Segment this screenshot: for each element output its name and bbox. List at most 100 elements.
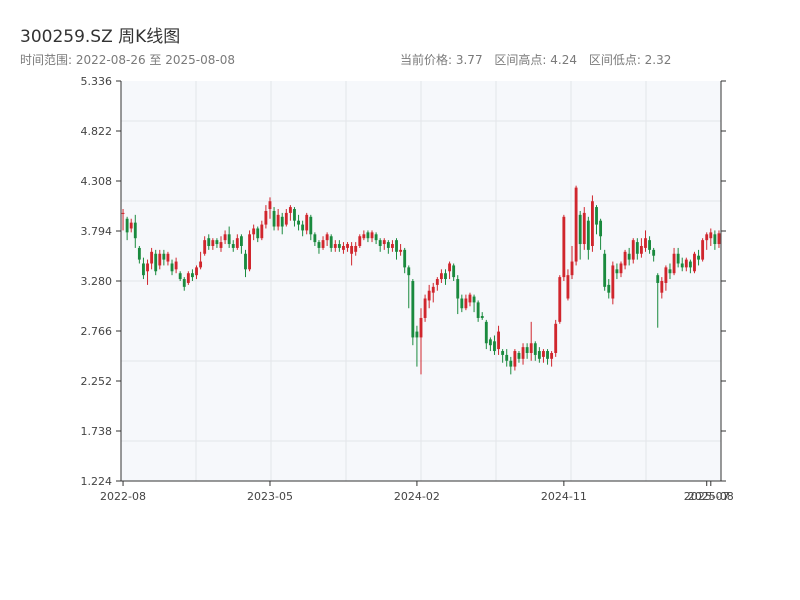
candle-body (427, 290, 431, 301)
candle-body (137, 247, 141, 260)
candle-body (542, 351, 545, 357)
candle-body (337, 244, 341, 248)
candle-body (546, 351, 549, 359)
candle-body (431, 286, 435, 293)
candle-body (211, 240, 215, 246)
candle-body (395, 240, 398, 252)
candle-body (321, 240, 325, 248)
candle-body (672, 253, 676, 274)
candle-body (280, 216, 284, 227)
candle-body (631, 240, 635, 260)
candle-body (688, 261, 692, 268)
candle-body (550, 352, 554, 359)
candle-body (517, 352, 521, 359)
candle-body (480, 316, 484, 318)
price-summary: 当前价格: 3.77 区间高点: 4.24 区间低点: 2.32 (400, 51, 679, 68)
candle-body (468, 294, 472, 303)
candle-body (591, 201, 594, 246)
candle-body (513, 351, 517, 367)
candle-body (586, 220, 590, 250)
candle-body (411, 281, 415, 338)
candle-body (668, 269, 672, 274)
candle-body (399, 249, 403, 252)
candle-body (558, 277, 562, 322)
chart-title: 300259.SZ 周K线图 (20, 27, 181, 47)
candle-body (639, 245, 643, 254)
current-price: 当前价格: 3.77 (400, 53, 483, 67)
candle-body (709, 232, 713, 239)
candle-body (537, 351, 541, 359)
candle-body (566, 275, 570, 299)
candle-body (297, 220, 300, 225)
candle-body (219, 242, 223, 248)
candle-body (415, 331, 419, 338)
y-tick-label: 2.766 (81, 325, 113, 338)
candle-body (599, 220, 603, 237)
y-tick-label: 1.738 (81, 425, 113, 438)
candle-body (354, 245, 358, 252)
candle-body (448, 263, 451, 272)
candle-body (325, 234, 329, 241)
candle-body (264, 210, 268, 225)
candle-body (697, 255, 700, 260)
candle-body (154, 253, 158, 272)
candle-body (574, 187, 578, 262)
candle-body (252, 228, 256, 235)
candle-body (293, 209, 296, 221)
candle-body (717, 233, 721, 245)
candle-body (664, 267, 668, 283)
candle-body (260, 224, 264, 239)
candle-body (562, 216, 566, 278)
candle-body (231, 244, 235, 248)
candle-body (533, 343, 537, 355)
y-tick-label: 4.822 (81, 125, 113, 138)
candle-body (178, 273, 182, 280)
candle-body (615, 269, 619, 274)
y-tick-label: 3.280 (81, 275, 113, 288)
candle-body (488, 339, 492, 346)
candle-body (150, 251, 154, 264)
candle-body (276, 214, 280, 227)
candle-body (370, 232, 374, 239)
candles (121, 185, 721, 375)
candle-body (186, 273, 190, 283)
x-tick-label: 2022-08 (100, 490, 146, 503)
candle-body (129, 222, 133, 229)
candle-body (660, 281, 664, 293)
candle-body (333, 244, 337, 248)
candle-body (472, 296, 476, 303)
candle-body (309, 216, 313, 235)
candle-body (701, 240, 705, 260)
candle-body (680, 263, 684, 268)
candle-body (582, 212, 586, 245)
candle-body (456, 279, 460, 299)
candle-body (501, 351, 505, 355)
candle-body (162, 253, 166, 260)
candle-body (382, 240, 386, 245)
candle-body (142, 263, 145, 276)
candle-body (611, 265, 615, 299)
x-tick-label: 2024-11 (541, 490, 587, 503)
candle-body (644, 238, 647, 248)
candle-body (366, 232, 370, 239)
candle-body (362, 234, 366, 239)
candle-body (419, 317, 423, 338)
candle-body (529, 343, 533, 353)
candle-body (227, 234, 231, 245)
candle-body (476, 302, 480, 318)
candle-body (288, 207, 292, 213)
candle-body (272, 210, 276, 227)
candle-body (676, 253, 680, 264)
candle-body (505, 354, 509, 361)
candle-body (493, 341, 496, 352)
x-tick-label: 2025-07 (684, 490, 730, 503)
candle-body (223, 234, 227, 241)
candle-body (595, 207, 598, 225)
y-tick-label: 5.336 (81, 75, 113, 88)
y-tick-label: 1.224 (81, 475, 113, 488)
candle-body (439, 273, 443, 280)
candle-body (484, 321, 488, 344)
candle-body (554, 323, 558, 353)
candle-body (652, 249, 656, 256)
